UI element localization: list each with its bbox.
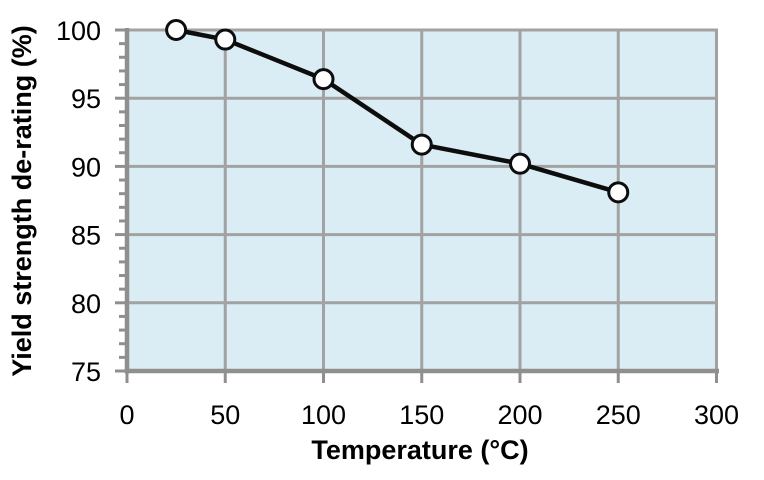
y-tick-label: 80 bbox=[71, 289, 101, 319]
y-tick-label: 90 bbox=[71, 152, 101, 182]
x-tick-label: 200 bbox=[497, 400, 542, 430]
y-tick-label: 100 bbox=[56, 16, 101, 46]
data-point-marker bbox=[312, 68, 335, 91]
data-point-marker bbox=[410, 133, 433, 156]
y-tick-label: 95 bbox=[71, 84, 101, 114]
data-point-marker bbox=[509, 152, 531, 175]
y-axis-title: Yield strength de-rating (%) bbox=[7, 25, 38, 377]
x-tick-label: 100 bbox=[301, 400, 346, 430]
x-tick-label: 250 bbox=[596, 400, 641, 430]
y-tick-label: 85 bbox=[71, 221, 101, 251]
x-tick-label: 50 bbox=[210, 400, 240, 430]
data-point-marker bbox=[214, 28, 237, 51]
data-point-marker bbox=[607, 181, 630, 204]
x-tick-label: 150 bbox=[399, 400, 444, 430]
y-tick-label: 75 bbox=[71, 357, 101, 387]
x-axis-title: Temperature (°C) bbox=[311, 435, 529, 465]
x-tick-label: 300 bbox=[694, 400, 739, 430]
x-tick-label: 0 bbox=[119, 400, 134, 430]
data-point-marker bbox=[165, 19, 188, 41]
